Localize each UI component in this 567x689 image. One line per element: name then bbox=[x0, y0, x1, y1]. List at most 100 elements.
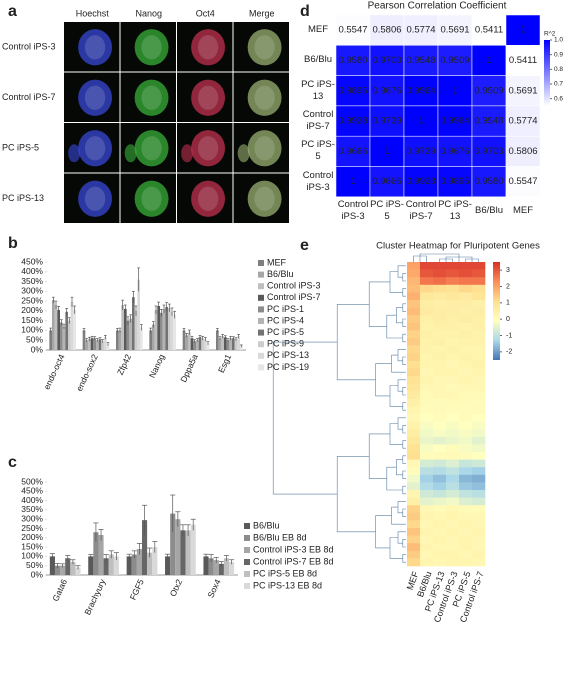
bar bbox=[157, 306, 160, 350]
heatmap-cell bbox=[407, 269, 421, 278]
heatmap-cell bbox=[335, 45, 371, 76]
y-tick-label: 50% bbox=[26, 560, 43, 570]
cell-label: 0.9964 bbox=[406, 85, 435, 96]
bar bbox=[126, 320, 130, 350]
x-tick-label: Zfp42 bbox=[115, 352, 133, 376]
dendrogram bbox=[402, 508, 406, 517]
bar bbox=[140, 327, 143, 350]
bar bbox=[70, 561, 76, 575]
heatmap-cell bbox=[459, 558, 473, 567]
heatmap-cell bbox=[420, 292, 434, 301]
heatmap-cell bbox=[420, 436, 434, 445]
heatmap-cell bbox=[446, 383, 460, 392]
y-tick-label: 350% bbox=[21, 276, 43, 286]
dendrogram bbox=[389, 423, 403, 445]
heatmap-cell bbox=[472, 322, 486, 331]
bar bbox=[116, 330, 119, 350]
dendrogram bbox=[391, 506, 406, 525]
heatmap-cell bbox=[420, 383, 434, 392]
heatmap-cell bbox=[446, 474, 460, 483]
heatmap-cell bbox=[472, 535, 486, 544]
dendrogram bbox=[386, 466, 403, 491]
heatmap-cell bbox=[433, 550, 447, 559]
heatmap-cell bbox=[420, 558, 434, 567]
heatmap-cell bbox=[420, 421, 434, 430]
dendrogram bbox=[402, 440, 406, 449]
bar bbox=[85, 340, 88, 350]
heatmap-cell bbox=[472, 345, 486, 354]
bar bbox=[208, 558, 214, 575]
heatmap-cell bbox=[446, 459, 460, 468]
dendrogram bbox=[389, 385, 403, 407]
cell-label: 0.5411 bbox=[475, 25, 503, 36]
dendrogram bbox=[419, 253, 460, 262]
dendrogram bbox=[402, 273, 406, 282]
dendrogram bbox=[397, 531, 406, 544]
colony bbox=[134, 29, 169, 66]
legend-label: Control iPS-7 bbox=[267, 292, 321, 302]
bar bbox=[101, 341, 104, 350]
cell-label: 0.9895 bbox=[440, 176, 469, 187]
cell-label: 0.9666 bbox=[338, 146, 367, 157]
heatmap-cell bbox=[407, 300, 421, 308]
legend-label: PC iPS-13 EB 8d bbox=[253, 580, 322, 590]
dendrogram bbox=[389, 537, 403, 559]
bar bbox=[223, 558, 230, 575]
heatmap-cell bbox=[446, 490, 460, 498]
heatmap-cell bbox=[459, 292, 473, 301]
heatmap-cell bbox=[472, 459, 486, 468]
heatmap-cell bbox=[459, 360, 473, 369]
colony bbox=[124, 144, 137, 163]
heatmap-cell bbox=[433, 512, 447, 521]
heatmap-cell bbox=[420, 391, 434, 400]
dendrogram bbox=[402, 485, 406, 495]
bar bbox=[142, 520, 148, 575]
cell-label: 1 bbox=[418, 116, 423, 127]
row-label: Control iPS-7 bbox=[302, 109, 334, 133]
heatmap-cell bbox=[407, 512, 421, 521]
heatmap-cell bbox=[472, 376, 486, 384]
heatmap-cell bbox=[459, 338, 473, 346]
column-label: Control iPS-3 bbox=[337, 199, 369, 222]
dendrogram bbox=[402, 455, 406, 464]
legend-label: PC iPS-9 bbox=[267, 339, 304, 349]
x-tick-label: Nanog bbox=[147, 352, 167, 379]
bar bbox=[162, 308, 166, 350]
legend-swatch bbox=[258, 318, 264, 324]
heatmap-cell bbox=[446, 558, 460, 567]
row-label: Control iPS-3 bbox=[302, 169, 334, 193]
colorbar-tick-label: -2 bbox=[506, 349, 512, 356]
dendrogram bbox=[402, 356, 406, 365]
bar bbox=[160, 312, 163, 350]
x-tick-label: Brachyury bbox=[82, 577, 108, 617]
heatmap-cell bbox=[472, 383, 486, 392]
colony bbox=[247, 79, 282, 116]
heatmap-cell bbox=[459, 300, 473, 308]
colony bbox=[191, 29, 226, 66]
legend-swatch bbox=[258, 352, 264, 359]
bar bbox=[152, 547, 158, 575]
bar bbox=[49, 556, 55, 575]
y-tick-label: 300% bbox=[21, 513, 43, 523]
bar bbox=[221, 336, 224, 350]
heatmap-cell bbox=[433, 528, 447, 536]
heatmap-cell bbox=[433, 330, 447, 339]
colorbar bbox=[544, 40, 550, 106]
y-tick-label: 350% bbox=[21, 504, 43, 514]
bar bbox=[224, 337, 227, 350]
legend-swatch bbox=[258, 283, 264, 290]
heatmap-cell bbox=[433, 376, 447, 384]
cell-label: 0.9703 bbox=[372, 55, 401, 66]
heatmap-cell bbox=[459, 543, 473, 552]
heatmap-cell bbox=[472, 482, 486, 491]
heatmap-cell bbox=[446, 512, 460, 521]
heatmap-cell bbox=[472, 338, 486, 346]
heatmap-cell bbox=[407, 277, 421, 286]
heatmap-cell bbox=[433, 315, 447, 324]
heatmap-cell bbox=[407, 429, 421, 438]
colorbar-tick-label: 0.8 bbox=[554, 66, 563, 73]
bar bbox=[65, 311, 68, 350]
cell-label: 0.9580 bbox=[474, 176, 503, 187]
heatmap-cell bbox=[420, 345, 434, 354]
